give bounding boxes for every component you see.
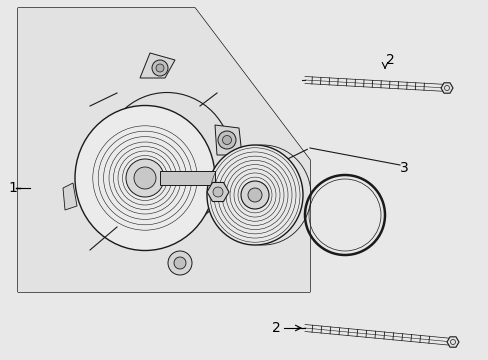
Circle shape — [241, 181, 268, 209]
Circle shape — [152, 60, 168, 76]
Text: 2: 2 — [385, 53, 393, 67]
Ellipse shape — [75, 105, 215, 251]
Circle shape — [168, 251, 192, 275]
Circle shape — [213, 187, 223, 197]
Ellipse shape — [102, 93, 231, 228]
Polygon shape — [206, 183, 228, 202]
Polygon shape — [140, 53, 175, 78]
Polygon shape — [215, 125, 242, 155]
Circle shape — [218, 131, 236, 149]
Circle shape — [247, 188, 262, 202]
Ellipse shape — [134, 167, 156, 189]
Text: 1: 1 — [8, 181, 17, 195]
Polygon shape — [18, 8, 309, 292]
Polygon shape — [18, 8, 309, 292]
Circle shape — [156, 64, 163, 72]
Text: 3: 3 — [399, 161, 408, 175]
Text: 2: 2 — [272, 321, 281, 335]
Circle shape — [174, 257, 185, 269]
Polygon shape — [446, 337, 458, 347]
Polygon shape — [440, 83, 452, 93]
Ellipse shape — [206, 145, 303, 245]
Circle shape — [222, 135, 231, 144]
Polygon shape — [63, 183, 77, 210]
Ellipse shape — [126, 159, 163, 197]
Polygon shape — [160, 171, 215, 185]
